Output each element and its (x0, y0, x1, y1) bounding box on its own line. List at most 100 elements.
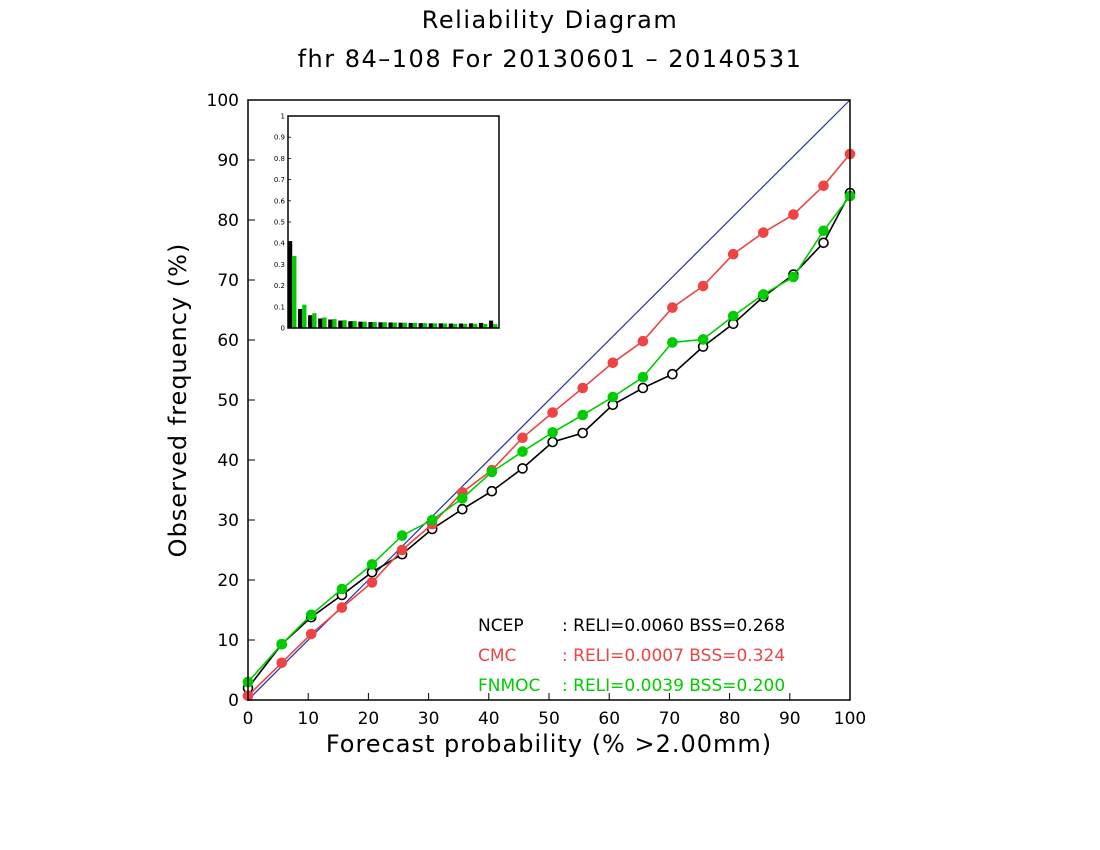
y-tick-label: 70 (217, 271, 239, 291)
inset-bar-ncep (318, 318, 323, 328)
inset-y-tick-label: 0.4 (274, 240, 286, 248)
data-point-cmc (788, 209, 799, 220)
inset-y-tick-label: 0.9 (274, 134, 285, 142)
data-point-ncep (667, 368, 678, 380)
inset-bar-ncep (398, 322, 403, 328)
data-point-cmc (637, 335, 649, 347)
data-point-cmc (336, 602, 348, 613)
inset-y-tick-label: 0.3 (274, 261, 285, 269)
y-tick-label: 100 (207, 91, 239, 111)
x-tick-label: 10 (297, 709, 319, 729)
x-tick-label: 0 (243, 709, 254, 729)
data-point-cmc (697, 280, 709, 292)
inset-bar-fnmoc (292, 255, 297, 328)
perfect-reliability-line (247, 99, 851, 701)
data-point-ncep (818, 237, 829, 249)
data-point-ncep (457, 503, 468, 515)
y-tick-label: 30 (217, 511, 239, 531)
data-point-cmc (305, 628, 317, 640)
x-tick-label: 100 (834, 709, 866, 729)
inset-bar-fnmoc (332, 319, 337, 328)
legend-stats-fnmoc: : RELI=0.0039 BSS=0.200 (562, 676, 785, 696)
legend-name-cmc: CMC (478, 646, 516, 666)
chart-subtitle: fhr 84–108 For 20130601 – 20140531 (297, 45, 803, 73)
x-axis-label: Forecast probability (% >2.00mm) (325, 730, 773, 758)
inset-bar-ncep (418, 323, 423, 328)
inset-bar-ncep (448, 323, 453, 328)
inset-bar-fnmoc (463, 323, 468, 328)
y-tick-label: 40 (217, 451, 239, 471)
inset-y-tick-label: 0.7 (274, 176, 285, 184)
inset-bar-ncep (338, 320, 343, 328)
data-point-ncep (637, 382, 649, 394)
data-point-fnmoc (697, 334, 709, 345)
inset-bar-fnmoc (302, 304, 307, 328)
y-tick-label: 10 (217, 631, 239, 651)
data-point-cmc (517, 432, 528, 444)
data-point-fnmoc (396, 530, 408, 541)
inset-bar-ncep (288, 241, 293, 328)
data-point-cmc (607, 357, 619, 369)
x-tick-label: 80 (719, 709, 741, 729)
data-point-fnmoc (276, 638, 288, 650)
data-point-fnmoc (788, 271, 799, 283)
inset-bar-ncep (308, 315, 313, 328)
x-tick-label: 40 (478, 709, 500, 729)
data-point-ncep (547, 436, 558, 448)
inset-bar-fnmoc (402, 322, 407, 328)
y-tick-label: 50 (217, 391, 239, 411)
data-point-ncep (517, 463, 528, 474)
data-point-fnmoc (366, 559, 378, 570)
inset-bar-ncep (348, 321, 353, 328)
plot-frame (247, 99, 851, 701)
y-tick-label: 20 (217, 571, 239, 591)
inset-bar-fnmoc (493, 324, 498, 328)
inset-bar-fnmoc (312, 313, 317, 328)
inset-bar-fnmoc (352, 321, 357, 328)
inset-bar-ncep (428, 323, 433, 328)
inset-y-tick-label: 0.1 (274, 303, 285, 311)
inset-bar-ncep (358, 321, 363, 328)
legend-stats-ncep: : RELI=0.0060 BSS=0.268 (562, 616, 785, 636)
inset-bar-ncep (378, 322, 383, 328)
data-point-cmc (727, 248, 739, 260)
legend-name-ncep: NCEP (478, 616, 524, 636)
inset-bar-ncep (438, 323, 443, 328)
inset-bar-fnmoc (432, 323, 438, 328)
inset-frame (287, 115, 500, 329)
data-point-fnmoc (758, 289, 769, 300)
inset-bar-fnmoc (473, 323, 478, 328)
x-tick-label: 60 (598, 709, 620, 729)
data-point-cmc (667, 302, 678, 313)
inset-bar-ncep (298, 308, 303, 328)
data-point-ncep (577, 427, 589, 439)
x-tick-label: 90 (779, 709, 801, 729)
inset-y-tick-label: 1 (281, 113, 285, 121)
inset-bar-ncep (388, 322, 393, 328)
inset-bar-fnmoc (322, 317, 327, 328)
inset-y-tick-label: 0.5 (274, 219, 285, 227)
inset-bar-fnmoc (483, 323, 488, 328)
data-point-cmc (366, 577, 378, 588)
legend-name-fnmoc: FNMOC (478, 676, 540, 696)
inset-bar-ncep (408, 322, 413, 328)
data-point-fnmoc (426, 514, 438, 526)
data-point-fnmoc (637, 371, 649, 383)
inset-bar-fnmoc (362, 321, 367, 328)
data-point-fnmoc (818, 225, 829, 237)
chart-title: Reliability Diagram (421, 6, 679, 34)
data-point-cmc (758, 227, 769, 238)
inset-bar-fnmoc (372, 322, 377, 328)
y-tick-label: 80 (217, 211, 239, 231)
inset-bar-fnmoc (412, 322, 418, 328)
y-tick-label: 0 (228, 691, 239, 711)
inset-bar-ncep (468, 323, 474, 328)
inset-bar-fnmoc (392, 322, 397, 328)
data-point-fnmoc (607, 391, 619, 403)
y-tick-label: 60 (217, 331, 239, 351)
y-tick-label: 90 (217, 151, 239, 171)
data-point-fnmoc (727, 310, 739, 322)
inset-y-tick-label: 0.2 (274, 282, 285, 290)
inset-background (288, 116, 499, 328)
